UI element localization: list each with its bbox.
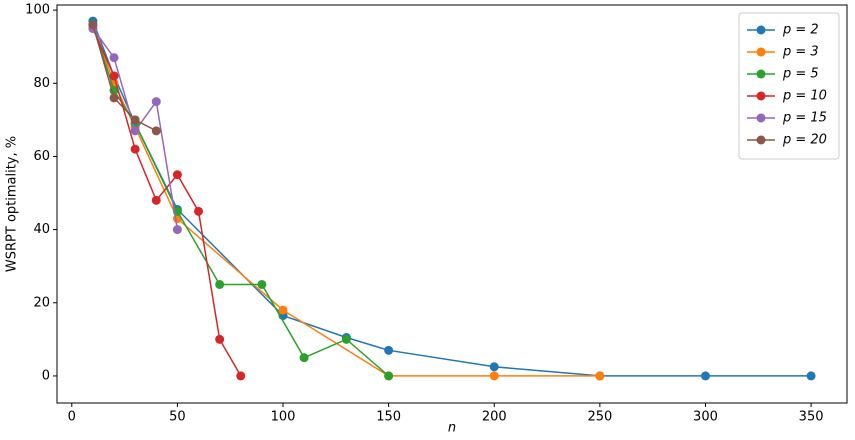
legend-label: p = 2 xyxy=(782,23,819,38)
data-point xyxy=(215,334,225,344)
data-point xyxy=(700,371,710,381)
y-tick-label: 80 xyxy=(33,76,50,91)
data-point xyxy=(257,279,267,289)
legend-label: p = 15 xyxy=(782,111,827,126)
series-line xyxy=(92,20,812,377)
legend-marker xyxy=(756,91,766,101)
data-point xyxy=(384,371,394,381)
y-tick-label: 100 xyxy=(25,3,50,18)
legend-marker xyxy=(756,113,766,123)
data-point xyxy=(489,371,499,381)
x-tick-label: 350 xyxy=(799,410,824,425)
x-tick-label: 100 xyxy=(271,410,296,425)
data-point xyxy=(194,206,204,216)
y-tick-label: 60 xyxy=(33,149,50,164)
data-point xyxy=(299,353,309,363)
x-tick-label: 250 xyxy=(587,410,612,425)
series-line xyxy=(92,24,600,377)
x-tick-label: 200 xyxy=(482,410,507,425)
legend-label: p = 3 xyxy=(782,45,819,60)
legend-marker xyxy=(756,135,766,145)
series-line xyxy=(92,28,242,377)
y-tick-label: 40 xyxy=(33,222,50,237)
data-point xyxy=(151,195,161,205)
plot-frame xyxy=(56,4,848,404)
data-point xyxy=(109,71,119,81)
x-tick-label: 300 xyxy=(693,410,718,425)
data-point xyxy=(341,334,351,344)
legend-marker xyxy=(756,25,766,35)
y-axis-label: WSRPT optimality, % xyxy=(5,136,20,272)
y-tick-label: 20 xyxy=(33,295,50,310)
data-point xyxy=(236,371,246,381)
data-point xyxy=(806,371,816,381)
data-point xyxy=(130,115,140,125)
data-point xyxy=(109,93,119,103)
x-axis-label: n xyxy=(448,421,456,436)
legend-marker xyxy=(756,69,766,79)
data-point xyxy=(130,144,140,154)
x-tick-label: 0 xyxy=(68,410,76,425)
series-line xyxy=(92,24,157,132)
legend-label: p = 20 xyxy=(782,133,827,148)
data-point xyxy=(172,225,182,235)
data-point xyxy=(384,345,394,355)
series-line xyxy=(92,24,390,377)
data-point xyxy=(172,170,182,180)
data-point xyxy=(151,97,161,107)
data-point xyxy=(215,279,225,289)
x-tick-label: 150 xyxy=(376,410,401,425)
y-tick-label: 0 xyxy=(42,368,50,383)
data-point xyxy=(109,53,119,63)
data-point xyxy=(595,371,605,381)
data-point xyxy=(151,126,161,136)
legend-label: p = 5 xyxy=(782,67,819,82)
data-point xyxy=(130,126,140,136)
legend-marker xyxy=(756,47,766,57)
legend-label: p = 10 xyxy=(782,89,827,104)
x-tick-label: 50 xyxy=(169,410,186,425)
data-point xyxy=(278,305,288,315)
data-point xyxy=(489,362,499,372)
data-point xyxy=(88,20,98,30)
